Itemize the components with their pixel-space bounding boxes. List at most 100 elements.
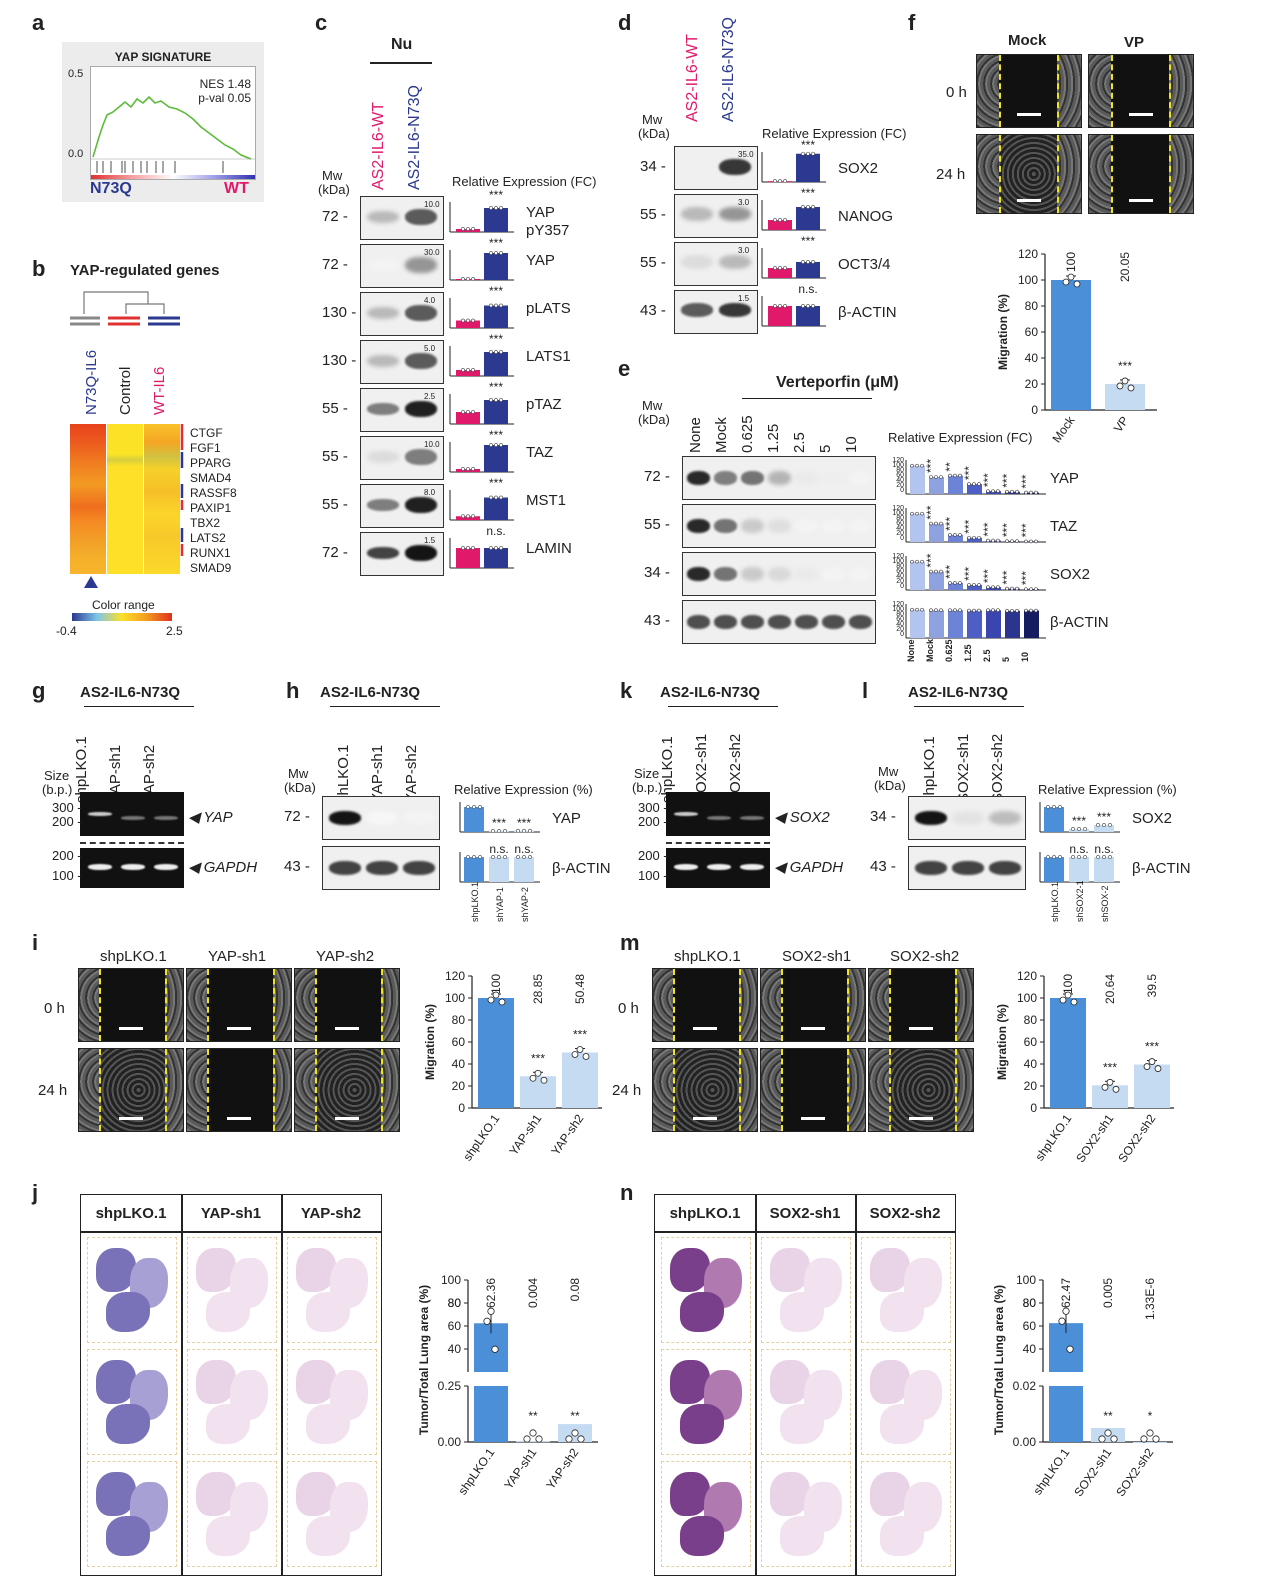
mw-marker: 72 - xyxy=(322,256,348,273)
mw-marker: 72 - xyxy=(644,468,670,485)
bar xyxy=(910,609,925,638)
gsea-plot: NES 1.48 p-val 0.05 xyxy=(90,66,256,180)
data-point xyxy=(1062,1307,1070,1315)
data-point xyxy=(565,1435,573,1443)
data-point xyxy=(461,277,465,281)
relexp-label: Relative Expression (%) xyxy=(454,782,593,797)
lane-label: YAP-sh2 xyxy=(403,744,420,803)
protein-label: SOX2 xyxy=(1132,810,1173,827)
data-point xyxy=(778,218,782,222)
data-point xyxy=(499,206,503,210)
data-point xyxy=(967,482,971,486)
mini-y-max: 30.0 xyxy=(424,248,440,257)
significance-label: *** xyxy=(517,816,531,830)
scale-bar xyxy=(119,1117,143,1120)
significance-label: *** xyxy=(1000,523,1014,537)
mini-bar-chart: *** xyxy=(449,284,514,329)
y-tick-label: 60 xyxy=(1024,1035,1038,1049)
data-point xyxy=(783,266,787,270)
data-point xyxy=(1024,587,1028,591)
data-point xyxy=(972,583,976,587)
data-point xyxy=(1116,382,1124,390)
y-tick-label: 80 xyxy=(1024,1013,1038,1027)
band xyxy=(849,519,872,533)
bar xyxy=(967,537,982,542)
data-point xyxy=(1010,539,1014,543)
mini-y-ticks: 120 100 80 60 40 20 0 xyxy=(892,601,904,638)
x-axis-label: shSOX-2 xyxy=(1100,885,1110,922)
mw-marker: 130 - xyxy=(322,304,357,321)
data-point xyxy=(491,1345,499,1353)
col-divider xyxy=(855,1195,857,1575)
data-point xyxy=(1106,1078,1114,1086)
data-point xyxy=(778,266,782,270)
micrograph xyxy=(1088,54,1194,128)
data-point xyxy=(915,559,919,564)
data-point xyxy=(489,398,493,402)
mw-marker: 55 - xyxy=(322,448,348,465)
significance-label: *** xyxy=(943,517,957,531)
data-point xyxy=(1024,490,1028,495)
gene-label: PAXIP1 xyxy=(190,501,232,515)
scratch-edge xyxy=(207,969,209,1041)
gel-band xyxy=(707,864,731,870)
kda-label: (kDa) xyxy=(874,778,906,793)
bar xyxy=(1049,1386,1083,1442)
bar xyxy=(456,548,480,568)
blot-strip xyxy=(682,552,876,596)
scratch-edge xyxy=(1057,55,1059,127)
gel-band xyxy=(674,812,698,816)
bar xyxy=(986,610,1001,638)
lung-section xyxy=(287,1461,377,1567)
y-tick-label: 80 xyxy=(1023,1296,1037,1310)
bar xyxy=(484,253,508,280)
blot-strip xyxy=(360,340,444,384)
y-tick-label: 60 xyxy=(1025,325,1039,339)
scratch-edge xyxy=(889,1049,891,1131)
mini-y-ticks: 120 100 80 60 40 20 0 xyxy=(892,505,904,542)
data-point xyxy=(783,304,787,308)
scratch-gap xyxy=(889,969,955,1041)
significance-label: ** xyxy=(1103,1409,1113,1423)
mw-marker: 55 - xyxy=(640,254,666,271)
data-point xyxy=(497,829,501,833)
protein-label-modification: pY357 xyxy=(526,222,570,239)
data-point xyxy=(778,179,782,184)
y-axis-label: Migration (%) xyxy=(995,1004,1009,1080)
x-axis-label: shSOX2-1 xyxy=(1075,880,1085,922)
data-point xyxy=(915,463,919,468)
scale-bar xyxy=(1129,113,1153,116)
data-point xyxy=(499,398,503,402)
bar xyxy=(484,400,508,424)
bar xyxy=(929,477,944,494)
scratch-gap xyxy=(781,969,847,1041)
band xyxy=(405,497,437,513)
x-axis-label: 1.25 xyxy=(963,644,973,662)
gene-label: ◀ GAPDH xyxy=(188,859,258,876)
lane-label: 0.625 xyxy=(739,415,756,453)
y-tick-label: 0 xyxy=(458,1101,465,1115)
data-point xyxy=(1010,586,1014,591)
lung-lobe xyxy=(770,1248,810,1292)
data-point xyxy=(466,514,470,519)
data-point xyxy=(499,495,503,500)
x-axis-label: shpLKO.1 xyxy=(460,1111,502,1163)
data-point xyxy=(472,855,476,859)
size-label: Size xyxy=(44,768,70,783)
bar xyxy=(1050,998,1086,1108)
mw-marker: 72 - xyxy=(322,544,348,561)
bar xyxy=(1051,280,1091,410)
bar xyxy=(456,370,480,376)
y-tick-top: 0.5 xyxy=(68,68,84,80)
lung-lobe xyxy=(196,1248,236,1292)
size-marker: 100 - xyxy=(638,868,668,883)
title-line xyxy=(914,706,1024,707)
scratch-edge xyxy=(673,969,675,1041)
protein-label: OCT3/4 xyxy=(838,256,891,273)
significance-label: ** xyxy=(570,1409,580,1423)
bar xyxy=(562,1052,598,1108)
scratch-edge xyxy=(781,1049,783,1131)
column-label: shpLKO.1 xyxy=(100,948,167,965)
data-point xyxy=(499,443,503,447)
data-point xyxy=(986,585,990,589)
